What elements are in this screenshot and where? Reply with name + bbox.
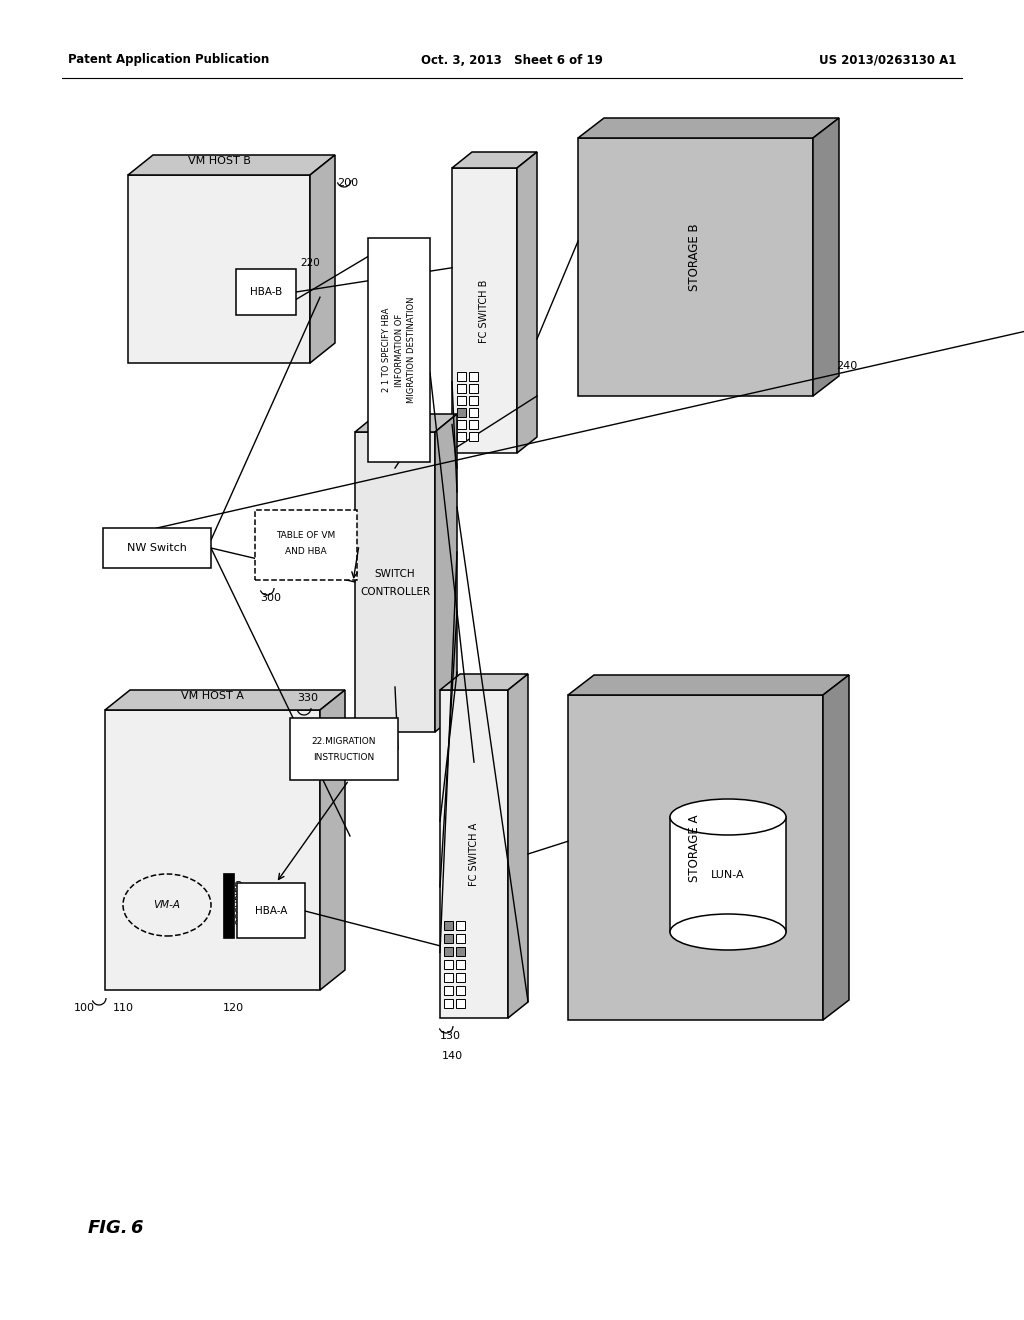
Polygon shape: [105, 690, 345, 710]
Polygon shape: [813, 117, 839, 396]
Polygon shape: [444, 935, 453, 942]
Text: HBA-B: HBA-B: [250, 286, 283, 297]
Polygon shape: [456, 960, 465, 969]
Polygon shape: [355, 432, 435, 733]
Polygon shape: [368, 238, 430, 462]
Text: 140: 140: [441, 1051, 463, 1061]
Text: HBA-A: HBA-A: [255, 906, 287, 916]
Text: INSTRUCTION: INSTRUCTION: [313, 752, 375, 762]
Polygon shape: [457, 372, 466, 381]
Polygon shape: [469, 384, 478, 393]
Polygon shape: [457, 384, 466, 393]
Ellipse shape: [670, 913, 786, 950]
Text: FIG.: FIG.: [88, 1218, 129, 1237]
Polygon shape: [237, 883, 305, 939]
Polygon shape: [319, 690, 345, 990]
Text: 110: 110: [113, 1003, 133, 1012]
Polygon shape: [469, 420, 478, 429]
Polygon shape: [578, 117, 839, 139]
Polygon shape: [517, 152, 537, 453]
Polygon shape: [452, 152, 537, 168]
Polygon shape: [105, 710, 319, 990]
Polygon shape: [444, 921, 453, 931]
Polygon shape: [103, 528, 211, 568]
Text: Patent Application Publication: Patent Application Publication: [68, 54, 269, 66]
Polygon shape: [457, 432, 466, 441]
Text: NW Switch: NW Switch: [127, 543, 187, 553]
Polygon shape: [568, 696, 823, 1020]
Text: OCCUPIED: OCCUPIED: [236, 879, 245, 925]
Text: SWITCH: SWITCH: [375, 569, 416, 579]
Text: 220: 220: [300, 257, 319, 268]
Text: 100: 100: [74, 1003, 95, 1012]
Text: 130: 130: [439, 1031, 461, 1041]
Polygon shape: [236, 269, 296, 315]
Polygon shape: [128, 154, 335, 176]
Polygon shape: [823, 675, 849, 1020]
Polygon shape: [444, 960, 453, 969]
Polygon shape: [456, 999, 465, 1008]
Text: 240: 240: [837, 360, 858, 371]
Polygon shape: [469, 372, 478, 381]
Text: 2 1 TO SPECIFY HBA
INFORMATION OF
MIGRATION DESTINATION: 2 1 TO SPECIFY HBA INFORMATION OF MIGRAT…: [382, 297, 416, 403]
Text: AND HBA: AND HBA: [286, 548, 327, 557]
Polygon shape: [456, 973, 465, 982]
Text: VM HOST A: VM HOST A: [180, 690, 244, 701]
Text: 330: 330: [298, 693, 318, 704]
Polygon shape: [578, 139, 813, 396]
Polygon shape: [290, 718, 398, 780]
Polygon shape: [452, 168, 517, 453]
Text: STORAGE A: STORAGE A: [688, 814, 701, 882]
Polygon shape: [670, 817, 786, 932]
Text: LUN-A: LUN-A: [712, 870, 744, 880]
Polygon shape: [444, 986, 453, 995]
Text: CONTROLLER: CONTROLLER: [360, 587, 430, 597]
Text: STORAGE B: STORAGE B: [688, 223, 701, 290]
Polygon shape: [355, 414, 457, 432]
Text: FC SWITCH A: FC SWITCH A: [469, 822, 479, 886]
Text: 22.MIGRATION: 22.MIGRATION: [311, 737, 376, 746]
Polygon shape: [456, 946, 465, 956]
Text: VM-A: VM-A: [154, 900, 180, 909]
Text: Oct. 3, 2013   Sheet 6 of 19: Oct. 3, 2013 Sheet 6 of 19: [421, 54, 603, 66]
Text: 300: 300: [260, 593, 282, 603]
Polygon shape: [469, 396, 478, 405]
Polygon shape: [255, 510, 357, 579]
Text: FC SWITCH B: FC SWITCH B: [479, 280, 489, 343]
Polygon shape: [223, 873, 234, 939]
Text: TABLE OF VM: TABLE OF VM: [276, 532, 336, 540]
Polygon shape: [310, 154, 335, 363]
Text: 120: 120: [222, 1003, 244, 1012]
Polygon shape: [457, 408, 466, 417]
Polygon shape: [457, 396, 466, 405]
Polygon shape: [444, 946, 453, 956]
Polygon shape: [508, 675, 528, 1018]
Text: 200: 200: [338, 178, 358, 187]
Polygon shape: [456, 921, 465, 931]
Polygon shape: [469, 432, 478, 441]
Polygon shape: [444, 973, 453, 982]
Polygon shape: [456, 935, 465, 942]
Text: 6: 6: [130, 1218, 142, 1237]
Polygon shape: [457, 420, 466, 429]
Polygon shape: [568, 675, 849, 696]
Polygon shape: [440, 690, 508, 1018]
Text: VM HOST B: VM HOST B: [187, 156, 251, 166]
Polygon shape: [469, 408, 478, 417]
Polygon shape: [444, 999, 453, 1008]
Text: US 2013/0263130 A1: US 2013/0263130 A1: [818, 54, 956, 66]
Ellipse shape: [670, 799, 786, 836]
Polygon shape: [128, 176, 310, 363]
Polygon shape: [456, 986, 465, 995]
Polygon shape: [440, 675, 528, 690]
Polygon shape: [435, 414, 457, 733]
